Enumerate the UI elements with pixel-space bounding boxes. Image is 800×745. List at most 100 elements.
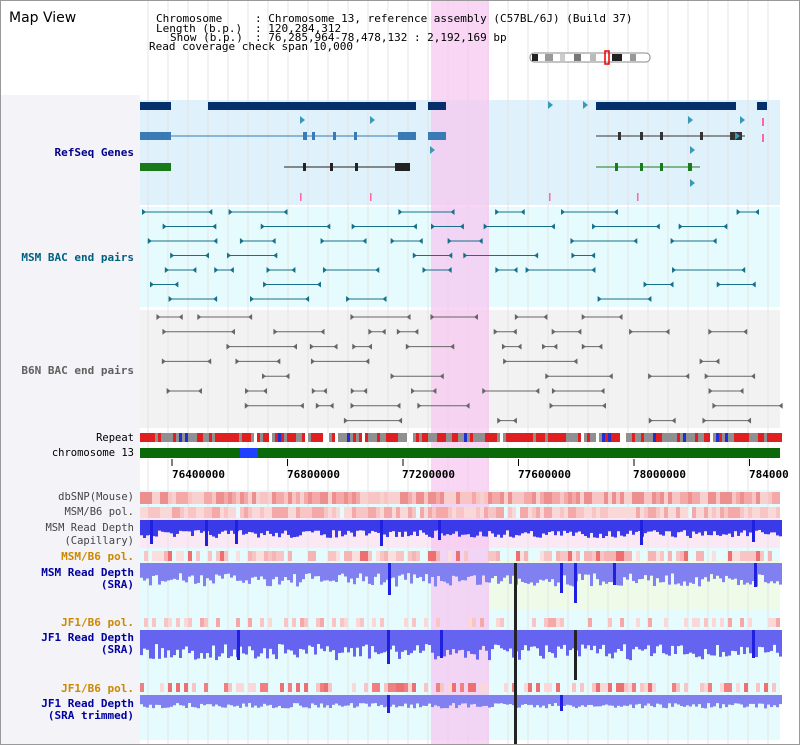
bac-end: [598, 343, 603, 350]
read-depth-bar: [650, 520, 653, 532]
bac-end: [514, 314, 519, 320]
read-depth-bar: [584, 520, 587, 537]
chromosome-key: Chromosome: [156, 12, 223, 25]
repeat-block: [269, 433, 272, 442]
bac-end: [396, 328, 401, 335]
polymorphism-block: [740, 618, 744, 627]
read-depth-bar: [539, 563, 542, 580]
polymorphism-block: [740, 551, 744, 561]
repeat-block: [218, 433, 221, 442]
polymorphism-block: [356, 618, 360, 627]
read-depth-bar: [488, 630, 491, 661]
repeat-block: [326, 433, 329, 442]
read-depth-bar: [776, 630, 779, 653]
read-depth-bar: [572, 695, 575, 707]
read-depth-bar: [401, 695, 404, 707]
read-depth-bar: [380, 695, 383, 705]
gene-exon: [700, 132, 703, 140]
repeat-block: [569, 433, 572, 442]
read-depth-bar: [467, 630, 470, 652]
polymorphism-block: [584, 551, 588, 561]
polymorphism-block: [188, 618, 192, 627]
read-depth-bar: [161, 630, 164, 649]
read-depth-bar: [407, 695, 410, 708]
polymorphism-block: [144, 492, 148, 504]
polymorphism-block: [144, 618, 148, 627]
polymorphism-block: [364, 507, 368, 518]
read-depth-bar: [200, 563, 203, 576]
bac-end: [671, 417, 676, 424]
repeat-block: [428, 433, 431, 442]
read-depth-bar: [272, 563, 275, 580]
read-depth-bar: [569, 520, 572, 532]
read-depth-bar: [209, 520, 212, 535]
bac-end: [708, 388, 713, 394]
repeat-block: [455, 433, 458, 442]
read-depth-bar: [734, 520, 737, 532]
polymorphism-block: [608, 507, 612, 518]
read-depth-bar: [416, 563, 419, 579]
polymorphism-block: [448, 551, 452, 561]
read-depth-bar: [668, 630, 671, 656]
polymorphism-block: [176, 551, 180, 561]
read-depth-bar: [746, 520, 749, 537]
repeat-block: [611, 433, 614, 442]
read-depth-bar: [725, 563, 728, 576]
read-depth-bar: [521, 563, 524, 582]
read-depth-bar: [212, 695, 215, 707]
bac-end: [534, 252, 539, 259]
bac-end: [343, 417, 348, 424]
polymorphism-block: [416, 551, 420, 561]
read-depth-bar: [710, 563, 713, 575]
read-depth-bar: [503, 563, 506, 578]
bac-end: [147, 238, 152, 244]
read-depth-bar: [329, 520, 332, 538]
polymorphism-block: [420, 507, 424, 518]
polymorphism-block: [636, 551, 640, 561]
read-depth-bar: [278, 520, 281, 538]
bac-end: [283, 209, 288, 215]
polymorphism-block: [236, 683, 240, 692]
repeat-block: [359, 433, 362, 442]
polymorphism-block: [640, 492, 644, 504]
read-depth-bar: [353, 520, 356, 537]
read-depth-bar: [368, 695, 371, 707]
bac-end: [751, 373, 756, 380]
read-depth-bar: [185, 563, 188, 583]
bac-end: [299, 402, 304, 409]
read-depth-bar: [383, 563, 386, 583]
read-depth-bar: [578, 630, 581, 657]
header-panel: [0, 0, 800, 95]
read-depth-bar: [248, 563, 251, 584]
gene-strand-arrow: [740, 116, 745, 124]
bac-end: [665, 328, 670, 335]
repeat-block: [548, 433, 551, 442]
read-depth-bar: [269, 520, 272, 534]
bac-end: [430, 314, 435, 320]
read-depth-bar: [590, 563, 593, 587]
polymorphism-block: [196, 507, 200, 518]
bac-end: [320, 328, 325, 335]
read-depth-bar: [203, 520, 206, 532]
read-depth-bar: [431, 520, 434, 538]
polymorphism-block: [508, 492, 512, 504]
read-depth-bar: [164, 520, 167, 533]
read-depth-bar: [491, 695, 494, 707]
track-label-b6n-bac[interactable]: B6N BAC end pairs: [21, 364, 134, 377]
gene-exon: [688, 163, 692, 171]
track-label-refseq[interactable]: RefSeq Genes: [54, 146, 134, 159]
read-depth-bar: [596, 520, 599, 538]
repeat-block: [521, 433, 524, 442]
polymorphism-block: [360, 492, 364, 504]
read-depth-bar: [638, 563, 641, 580]
repeat-block: [707, 433, 710, 442]
polymorphism-block: [748, 551, 752, 561]
read-depth-bar: [281, 630, 284, 645]
repeat-block: [557, 433, 560, 442]
repeat-block: [197, 433, 200, 442]
polymorphism-block: [352, 492, 356, 504]
track-label-msm-bac[interactable]: MSM BAC end pairs: [21, 251, 134, 264]
read-depth-bar: [212, 520, 215, 537]
